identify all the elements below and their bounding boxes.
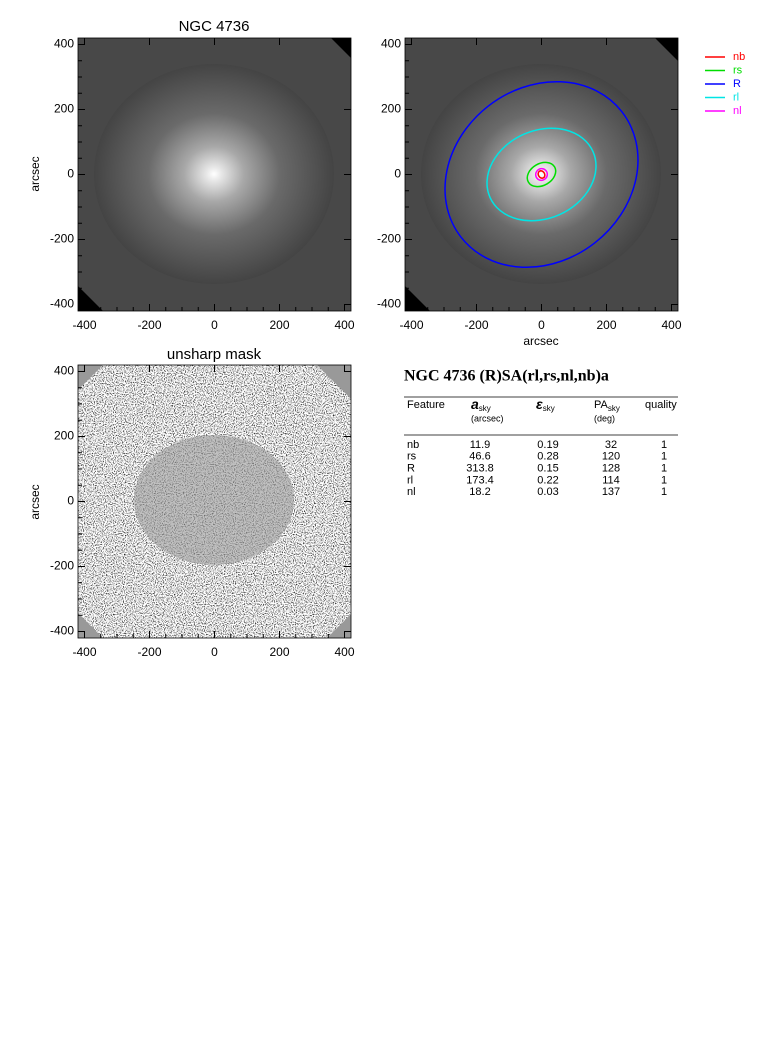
table-cell: 1 [661, 474, 667, 486]
isophote-ellipse [537, 170, 546, 179]
table-cell: 0.19 [537, 439, 558, 451]
x-tick-label: -200 [137, 318, 161, 332]
table-cell: 1 [661, 439, 667, 451]
y-tick-label: 400 [54, 37, 74, 51]
y-tick-label: -200 [50, 232, 74, 246]
x-tick-label: -400 [72, 645, 96, 659]
column-unit: (deg) [594, 413, 615, 423]
table-cell: rs [407, 451, 417, 463]
x-tick-label: 200 [269, 645, 289, 659]
panel-title: NGC 4736 [179, 18, 250, 35]
header-main: PA [594, 399, 609, 411]
x-tick-label: 400 [334, 645, 354, 659]
y-tick-label: 0 [67, 494, 74, 508]
column-unit: (arcsec) [471, 413, 504, 423]
table-cell: 137 [602, 486, 620, 498]
column-header: quality [645, 399, 677, 411]
x-label: arcsec [523, 334, 558, 348]
header-sub: sky [543, 404, 555, 413]
y-tick-label: 200 [381, 102, 401, 116]
ellipses [444, 80, 639, 269]
table-cell: nl [407, 486, 416, 498]
header-main: quality [645, 399, 677, 411]
x-tick-label: 400 [334, 318, 354, 332]
x-tick-label: -400 [72, 318, 96, 332]
header-main: a [471, 396, 479, 412]
table-cell: 114 [602, 474, 620, 486]
y-tick-label: -400 [377, 297, 401, 311]
isophote-ellipse [444, 80, 639, 269]
table-cell: rl [407, 474, 413, 486]
table-cell: 313.8 [466, 463, 494, 475]
isophote-ellipse [534, 167, 549, 182]
x-tick-label: 200 [269, 318, 289, 332]
header-main: Feature [407, 399, 445, 411]
panel-title: unsharp mask [167, 346, 262, 363]
isophote-ellipse [486, 127, 597, 222]
table-cell: 0.28 [537, 451, 558, 463]
legend-label: R [733, 78, 741, 90]
table-cell: 46.6 [469, 451, 490, 463]
table-cell: 1 [661, 451, 667, 463]
table-cell: 32 [605, 439, 617, 451]
header-sub: sky [479, 404, 491, 413]
y-label: arcsec [28, 156, 42, 191]
legend-label: nl [733, 105, 742, 117]
x-tick-label: 200 [596, 318, 616, 332]
image-left [78, 38, 351, 311]
legend-label: nb [733, 51, 745, 63]
x-tick-label: -200 [464, 318, 488, 332]
x-tick-label: 400 [661, 318, 681, 332]
y-label: arcsec [28, 484, 42, 519]
y-tick-label: -400 [50, 297, 74, 311]
column-header: Feature [407, 399, 445, 411]
column-header: asky [471, 396, 491, 413]
table-cell: 0.03 [537, 486, 558, 498]
x-tick-label: 0 [538, 318, 545, 332]
table-cell: 1 [661, 463, 667, 475]
y-tick-label: 0 [67, 167, 74, 181]
y-tick-label: -400 [50, 624, 74, 638]
table-cell: 0.15 [537, 463, 558, 475]
y-tick-label: 400 [381, 37, 401, 51]
x-tick-label: 0 [211, 645, 218, 659]
table-title: NGC 4736 (R)SA(rl,rs,nl,nb)a [404, 368, 609, 385]
table-cell: 18.2 [469, 486, 490, 498]
table-cell: R [407, 463, 415, 475]
header-sub: sky [608, 404, 620, 413]
x-tick-label: -200 [137, 645, 161, 659]
table-cell: 173.4 [466, 474, 494, 486]
y-tick-label: 400 [54, 364, 74, 378]
table-cell: 120 [602, 451, 620, 463]
isophote-ellipse [526, 161, 557, 188]
y-tick-label: 0 [394, 167, 401, 181]
column-header: PAsky [594, 399, 620, 413]
y-tick-label: 200 [54, 429, 74, 443]
table-cell: nb [407, 439, 419, 451]
table-cell: 1 [661, 486, 667, 498]
y-tick-label: -200 [50, 559, 74, 573]
header-main: ε [536, 396, 543, 412]
y-tick-label: -200 [377, 232, 401, 246]
table-cell: 128 [602, 463, 620, 475]
x-tick-label: -400 [399, 318, 423, 332]
image-unsharp [78, 365, 351, 638]
table-cell: 11.9 [470, 439, 491, 451]
y-tick-label: 200 [54, 102, 74, 116]
table-cell: 0.22 [537, 474, 558, 486]
x-tick-label: 0 [211, 318, 218, 332]
legend-label: rl [733, 91, 739, 103]
column-header: εsky [536, 396, 555, 413]
legend-label: rs [733, 64, 743, 76]
